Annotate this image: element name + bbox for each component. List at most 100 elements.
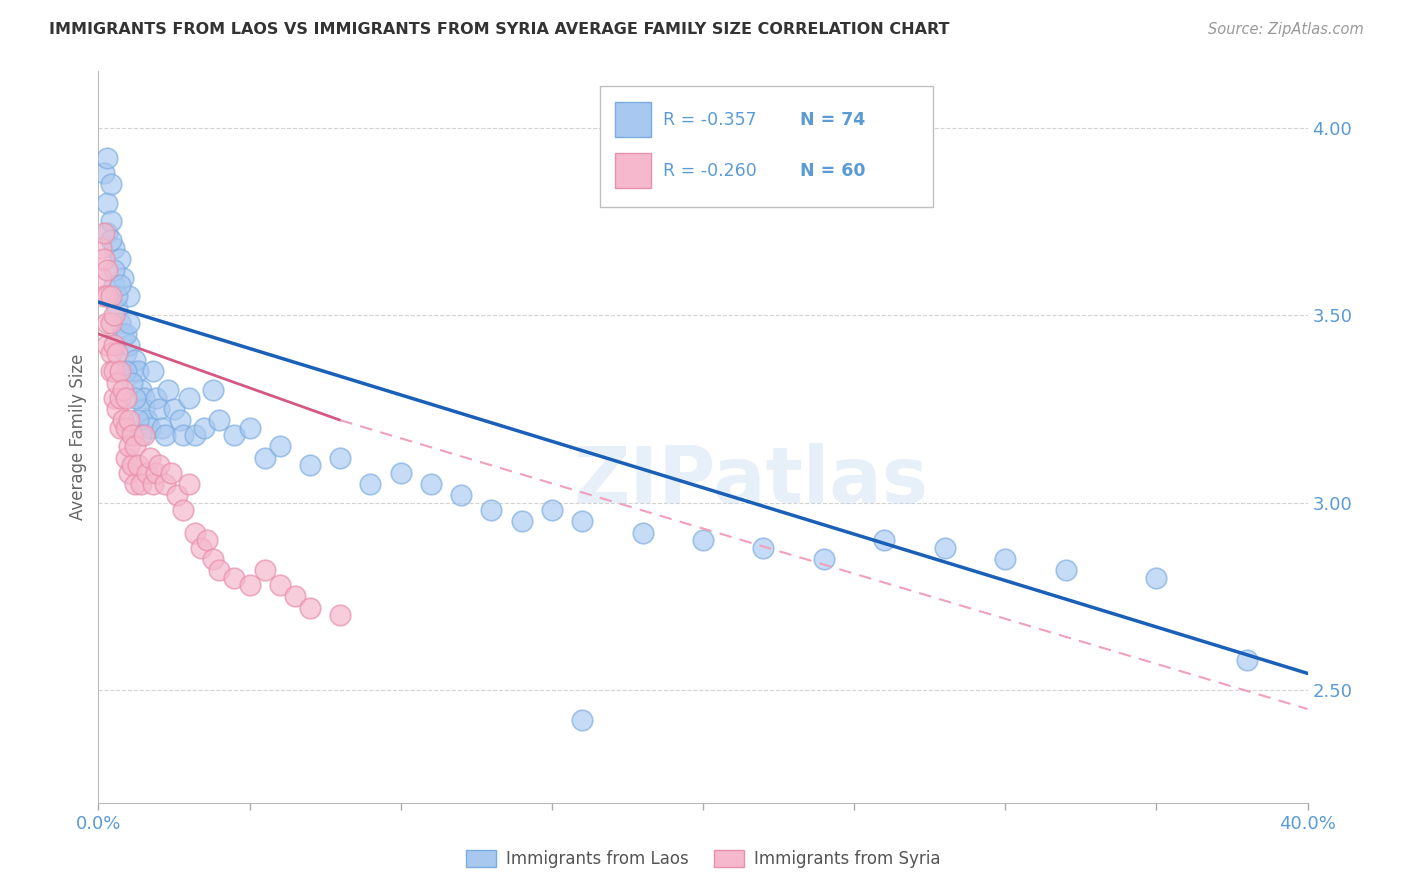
Text: ZIPatlas: ZIPatlas	[574, 443, 929, 519]
Point	[100, 177, 122, 191]
Point	[224, 428, 246, 442]
Point	[139, 450, 162, 465]
Point	[93, 252, 115, 266]
Point	[510, 515, 533, 529]
Point	[127, 458, 149, 473]
Point	[124, 477, 146, 491]
Point	[108, 252, 131, 266]
Text: Source: ZipAtlas.com: Source: ZipAtlas.com	[1208, 22, 1364, 37]
Point	[1236, 653, 1258, 667]
Point	[121, 364, 143, 378]
Point	[142, 477, 165, 491]
Point	[111, 326, 134, 341]
Point	[389, 466, 412, 480]
Point	[103, 391, 125, 405]
Point	[105, 301, 128, 315]
Point	[105, 401, 128, 416]
Text: N = 60: N = 60	[800, 161, 865, 180]
Point	[103, 338, 125, 352]
Point	[108, 278, 131, 293]
Point	[118, 466, 141, 480]
Point	[129, 383, 152, 397]
Point	[163, 401, 186, 416]
Point	[1144, 571, 1167, 585]
Point	[121, 376, 143, 390]
Point	[145, 466, 167, 480]
Point	[114, 345, 136, 359]
Point	[135, 466, 157, 480]
Point	[253, 450, 276, 465]
Point	[571, 713, 593, 727]
Point	[103, 263, 125, 277]
Point	[93, 166, 115, 180]
Point	[118, 338, 141, 352]
Point	[105, 345, 128, 359]
Point	[103, 364, 125, 378]
Point	[108, 391, 131, 405]
Point	[184, 525, 207, 540]
Point	[103, 308, 125, 322]
Point	[169, 413, 191, 427]
Point	[100, 289, 122, 303]
Point	[160, 466, 183, 480]
Point	[100, 233, 122, 247]
Point	[934, 541, 956, 555]
Bar	[614, 102, 651, 137]
Point	[105, 376, 128, 390]
Point	[114, 326, 136, 341]
Point	[299, 458, 322, 473]
Text: IMMIGRANTS FROM LAOS VS IMMIGRANTS FROM SYRIA AVERAGE FAMILY SIZE CORRELATION CH: IMMIGRANTS FROM LAOS VS IMMIGRANTS FROM …	[49, 22, 949, 37]
Point	[108, 364, 131, 378]
Point	[172, 428, 194, 442]
Point	[571, 515, 593, 529]
Point	[100, 345, 122, 359]
Point	[103, 241, 125, 255]
Point	[145, 391, 167, 405]
Point	[153, 428, 176, 442]
Point	[299, 600, 322, 615]
Point	[329, 450, 352, 465]
Point	[142, 364, 165, 378]
Point	[114, 420, 136, 434]
Point	[179, 477, 201, 491]
Point	[813, 552, 835, 566]
Point	[93, 226, 115, 240]
Point	[150, 420, 173, 434]
Point	[118, 440, 141, 454]
Point	[124, 353, 146, 368]
Point	[118, 289, 141, 303]
Point	[329, 608, 352, 623]
Bar	[614, 153, 651, 188]
Point	[148, 458, 170, 473]
Point	[100, 214, 122, 228]
Point	[96, 263, 118, 277]
Point	[692, 533, 714, 548]
Legend: Immigrants from Laos, Immigrants from Syria: Immigrants from Laos, Immigrants from Sy…	[460, 844, 946, 875]
Point	[118, 413, 141, 427]
Point	[111, 270, 134, 285]
Point	[190, 541, 212, 555]
Point	[124, 391, 146, 405]
Point	[121, 428, 143, 442]
Point	[195, 533, 218, 548]
Text: N = 74: N = 74	[800, 111, 865, 128]
Point	[100, 364, 122, 378]
Point	[108, 420, 131, 434]
Point	[108, 316, 131, 330]
Point	[360, 477, 382, 491]
Point	[114, 391, 136, 405]
Point	[208, 413, 231, 427]
Point	[253, 563, 276, 577]
Point	[129, 428, 152, 442]
FancyBboxPatch shape	[600, 86, 932, 207]
Point	[93, 289, 115, 303]
Point	[994, 552, 1017, 566]
Point	[166, 488, 188, 502]
Point	[193, 420, 215, 434]
Point	[873, 533, 896, 548]
Point	[103, 278, 125, 293]
Point	[540, 503, 562, 517]
Point	[202, 383, 225, 397]
Point	[179, 391, 201, 405]
Point	[239, 420, 262, 434]
